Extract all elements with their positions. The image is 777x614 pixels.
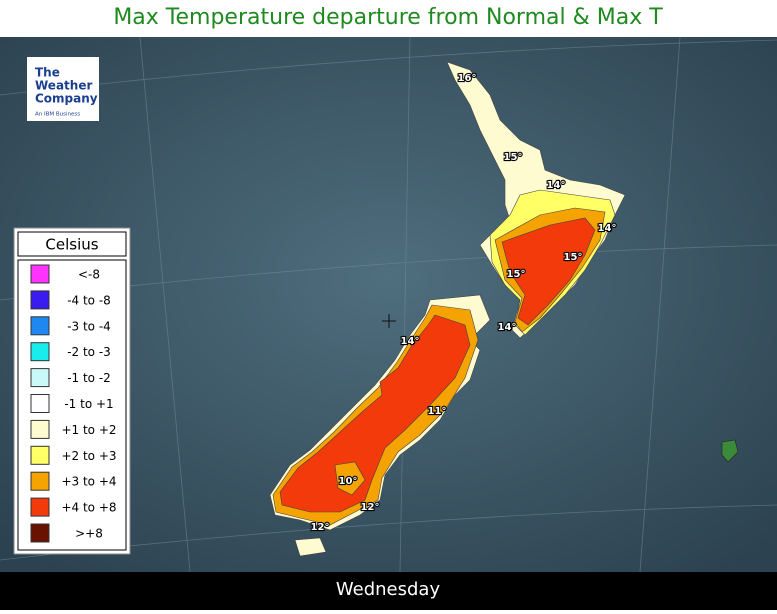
legend-label: -1 to +1 [64,397,113,411]
legend-label: -3 to -4 [67,319,111,333]
legend-label: +3 to +4 [61,475,116,489]
north-island [446,61,626,339]
legend-swatch [30,471,50,491]
legend-label: -2 to -3 [67,345,111,359]
temperature-label: 15° [507,269,526,280]
legend-items: <-8 -4 to -8 -3 to -4 -2 to -3 -1 to -2 -1 to… [30,264,117,543]
temperature-label: 15° [564,252,583,263]
legend-label: +4 to +8 [61,501,116,515]
legend-swatch [30,445,50,465]
legend-label: <-8 [78,268,100,282]
temperature-label: 12° [311,522,330,533]
temperature-label: 14° [498,322,517,333]
logo-line: The [35,66,60,80]
temperature-label: 14° [598,223,617,234]
title-bar [0,0,777,37]
legend-label: +2 to +3 [61,449,116,463]
temperature-label: 14° [401,336,420,347]
legend-title-box [17,231,127,257]
legend-swatch [30,368,50,388]
legend-label: >+8 [75,527,103,541]
south-island [269,294,491,557]
chatham-islands [721,439,739,463]
legend-swatch [30,523,50,543]
temperature-label: 14° [547,180,566,191]
legend-title: Celsius [45,236,98,254]
legend-swatch [30,419,50,439]
legend-swatch [30,316,50,336]
legend-label: -1 to -2 [67,371,111,385]
temperature-label: 15° [504,152,523,163]
temperature-label: 12° [361,502,380,513]
legend-swatch [30,394,50,413]
legend-label: -4 to -8 [67,293,111,307]
logo-box [27,57,99,121]
logo-line: Weather [35,79,92,93]
title: Max Temperature departure from Normal & … [113,5,663,30]
legend-swatch [30,264,50,284]
temperature-label: 10° [339,476,358,487]
footer-bar [0,572,777,610]
legend-label: +1 to +2 [61,423,116,437]
legend-swatch [30,342,50,362]
legend-items-box [17,259,127,551]
legend-swatch [30,290,50,310]
logo-line: Company [35,92,98,106]
footer-day: Wednesday [336,579,441,600]
crosshair [382,314,396,328]
legend-swatch [30,497,50,517]
logo-tagline: An IBM Business [35,112,80,118]
temperature-label: 11° [428,406,447,417]
temperature-labels: 16° 15° 14° 14° 15° 15° 14° 14° 11° 10° 12° 12° [309,72,617,534]
temperature-label: 16° [458,73,477,84]
